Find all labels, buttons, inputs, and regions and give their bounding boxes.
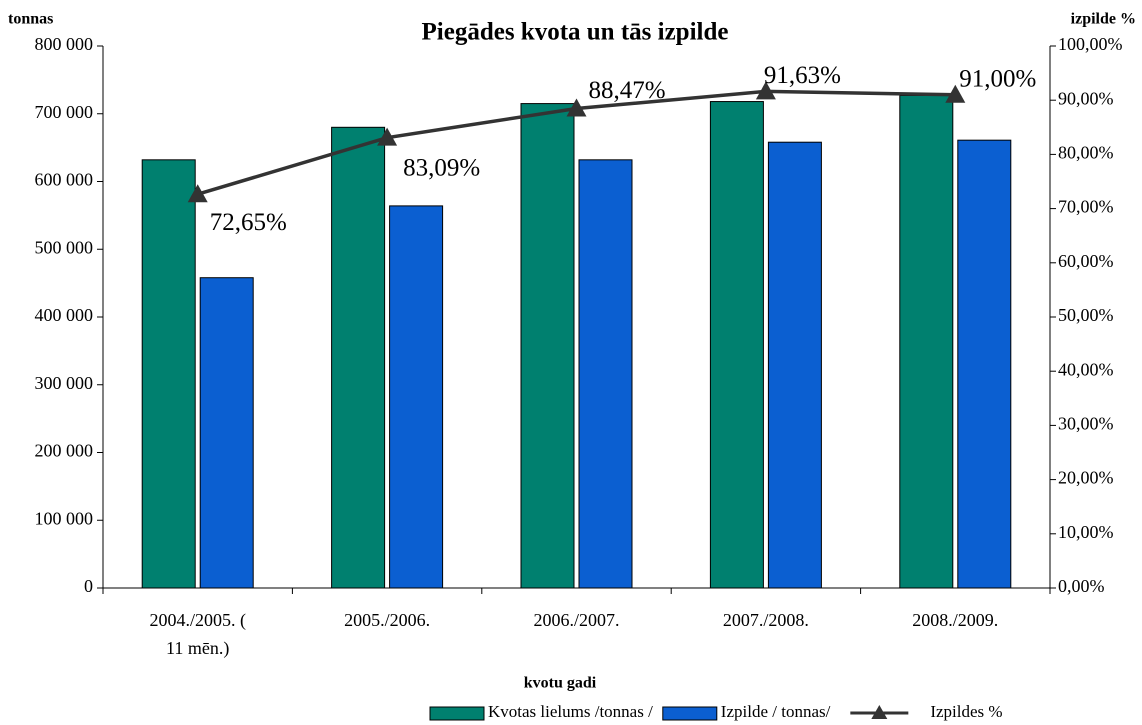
y-tick-label: 700 000 — [35, 102, 94, 122]
y2-axis-label: izpilde % — [1071, 11, 1136, 28]
x-tick-label: 2004./2005. ( 11 mēn.) — [149, 610, 246, 658]
x-tick-label-box: 2008./2009. — [912, 610, 999, 630]
y2-tick-label: 90,00% — [1058, 88, 1114, 108]
x-tick-label-box: 2007./2008. — [722, 610, 809, 630]
data-label: 72,65% — [210, 209, 287, 236]
bar — [141, 159, 196, 589]
bar — [899, 94, 954, 589]
y2-tick-label: 60,00% — [1058, 251, 1114, 271]
line-marker — [755, 81, 776, 100]
line-marker — [945, 84, 966, 103]
data-label: 91,00% — [959, 66, 1036, 93]
line-marker — [566, 98, 587, 117]
legend-label: Kvotas lielums /tonnas / — [488, 702, 653, 721]
bar — [520, 103, 575, 589]
y-tick-label: 600 000 — [35, 170, 94, 190]
bar — [389, 205, 444, 589]
y2-tick-label: 20,00% — [1058, 468, 1114, 488]
line-marker — [187, 184, 208, 203]
data-label: 83,09% — [403, 154, 480, 181]
legend-swatch — [662, 706, 718, 721]
y2-tick-label: 30,00% — [1058, 414, 1114, 434]
bar — [331, 126, 386, 589]
y-tick-label: 200 000 — [35, 441, 94, 461]
line-marker — [377, 127, 398, 146]
y2-tick-label: 0,00% — [1058, 576, 1105, 596]
data-label: 88,47% — [589, 77, 666, 104]
y-tick-label: 400 000 — [35, 305, 94, 325]
legend-label: Izpilde / tonnas/ — [721, 702, 831, 721]
x-tick-label: 2005./2006. — [344, 610, 431, 630]
y2-tick-label: 50,00% — [1058, 305, 1114, 325]
bar — [957, 139, 1012, 589]
x-tick-label: 2008./2009. — [912, 610, 999, 630]
y2-tick-label: 40,00% — [1058, 359, 1114, 379]
y2-tick-label: 10,00% — [1058, 522, 1114, 542]
bar — [578, 159, 633, 589]
x-tick-label-box: 2006./2007. — [533, 610, 620, 630]
legend-label: Izpildes % — [930, 702, 1002, 721]
x-tick-label-box: 2005./2006. — [344, 610, 431, 630]
y-tick-label: 0 — [84, 576, 93, 596]
bar — [199, 277, 254, 589]
y-tick-label: 800 000 — [35, 34, 94, 54]
y-axis-label: tonnas — [8, 11, 53, 28]
y2-tick-label: 100,00% — [1058, 34, 1123, 54]
data-label: 91,63% — [764, 62, 841, 89]
y-tick-label: 100 000 — [35, 508, 94, 528]
y-tick-label: 300 000 — [35, 373, 94, 393]
x-tick-label-box: 2004./2005. ( 11 mēn.) — [149, 610, 246, 658]
x-tick-label: 2007./2008. — [722, 610, 809, 630]
y2-tick-label: 70,00% — [1058, 197, 1114, 217]
legend-marker — [871, 705, 888, 719]
y-tick-label: 500 000 — [35, 237, 94, 257]
x-tick-label: 2006./2007. — [533, 610, 620, 630]
legend-swatch — [429, 706, 485, 721]
x-axis-label: kvotu gadi — [524, 675, 597, 692]
bar — [709, 101, 764, 589]
y2-tick-label: 80,00% — [1058, 143, 1114, 163]
bar — [767, 141, 822, 589]
chart-title: Piegādes kvota un tās izpilde — [422, 19, 729, 46]
